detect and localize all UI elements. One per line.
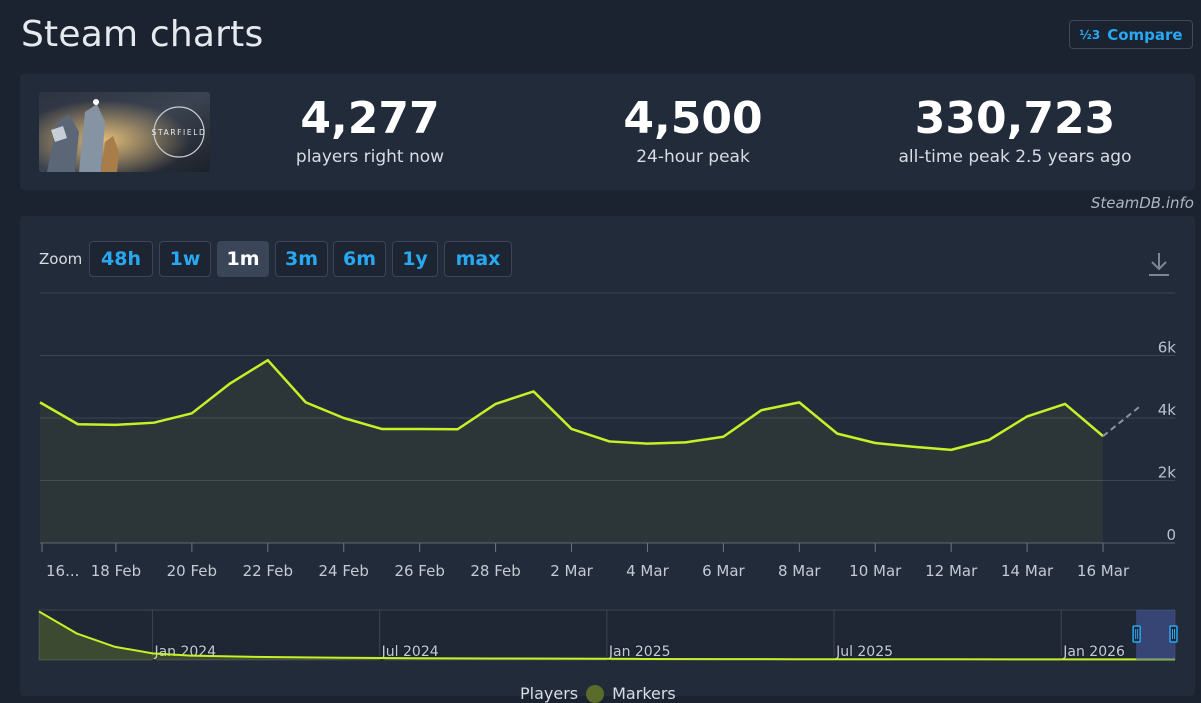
navigator-label: Jul 2025 bbox=[835, 644, 893, 660]
navigator-handle-left[interactable] bbox=[1132, 625, 1141, 643]
navigator-line bbox=[38, 610, 1176, 661]
navigator-area bbox=[39, 611, 1175, 660]
y-tick-label: 2k bbox=[1158, 464, 1177, 482]
x-tick-label: 12 Mar bbox=[925, 562, 978, 580]
x-tick-label: 16... bbox=[46, 562, 79, 580]
navigator-selection[interactable] bbox=[1136, 610, 1175, 660]
navigator-label: Jan 2026 bbox=[1062, 644, 1125, 660]
projected-series-line bbox=[1102, 404, 1142, 437]
starfield-artwork: STARFIELD bbox=[39, 92, 210, 172]
navigator-label: Jul 2024 bbox=[381, 644, 439, 660]
x-tick-label: 22 Feb bbox=[243, 562, 293, 580]
x-tick-label: 4 Mar bbox=[626, 562, 669, 580]
zoom-1m-button[interactable]: 1m bbox=[217, 241, 269, 277]
zoom-1y-button[interactable]: 1y bbox=[392, 241, 438, 277]
x-tick-label: 24 Feb bbox=[319, 562, 369, 580]
zoom-6m-button[interactable]: 6m bbox=[333, 241, 386, 277]
download-icon[interactable] bbox=[1146, 250, 1172, 278]
game-logo-text: STARFIELD bbox=[152, 128, 207, 137]
stat-value: 4,277 bbox=[300, 93, 440, 144]
stats-panel: STARFIELD 4,277 players right now 4,500 … bbox=[20, 74, 1195, 190]
steamdb-watermark[interactable]: SteamDB.info bbox=[1090, 194, 1194, 212]
players-series-line bbox=[39, 358, 1104, 452]
compare-button[interactable]: ½3 Compare bbox=[1069, 20, 1193, 49]
compare-button-label: Compare bbox=[1107, 25, 1183, 44]
stat-all-time-peak: 330,723 all-time peak 2.5 years ago bbox=[870, 92, 1160, 168]
x-tick-label: 18 Feb bbox=[91, 562, 141, 580]
x-tick-label: 16 Mar bbox=[1077, 562, 1130, 580]
x-tick-label: 20 Feb bbox=[167, 562, 217, 580]
zoom-48h-button[interactable]: 48h bbox=[89, 241, 153, 277]
zoom-1w-button[interactable]: 1w bbox=[159, 241, 211, 277]
stat-label: players right now bbox=[295, 147, 445, 167]
x-tick-label: 2 Mar bbox=[550, 562, 593, 580]
x-tick-label: 14 Mar bbox=[1001, 562, 1054, 580]
zoom-label: Zoom bbox=[39, 250, 83, 268]
stat-label: 24-hour peak bbox=[636, 147, 750, 167]
compare-icon: ½3 bbox=[1079, 27, 1101, 42]
stat-value: 4,500 bbox=[623, 93, 763, 144]
x-tick-label: 28 Feb bbox=[470, 562, 520, 580]
zoom-3m-button[interactable]: 3m bbox=[275, 241, 328, 277]
x-tick-label: 6 Mar bbox=[702, 562, 745, 580]
x-tick-label: 10 Mar bbox=[849, 562, 902, 580]
navigator-label: Jan 2025 bbox=[608, 644, 671, 660]
page-title: Steam charts bbox=[21, 14, 264, 55]
stat-24h-peak: 4,500 24-hour peak bbox=[593, 92, 793, 168]
x-tick-label: 26 Feb bbox=[394, 562, 444, 580]
series-area-fill bbox=[40, 360, 1104, 543]
navigator-handle-right[interactable] bbox=[1169, 625, 1178, 643]
y-tick-label: 6k bbox=[1158, 339, 1177, 357]
zoom-max-button[interactable]: max bbox=[444, 241, 512, 277]
stat-current-players: 4,277 players right now bbox=[270, 92, 470, 168]
y-tick-label: 4k bbox=[1158, 401, 1177, 419]
y-tick-label: 0 bbox=[1166, 526, 1176, 544]
x-tick-label: 8 Mar bbox=[778, 562, 821, 580]
stat-label: all-time peak 2.5 years ago bbox=[898, 147, 1132, 167]
game-thumbnail[interactable]: STARFIELD bbox=[39, 92, 210, 172]
stat-value: 330,723 bbox=[914, 93, 1116, 144]
